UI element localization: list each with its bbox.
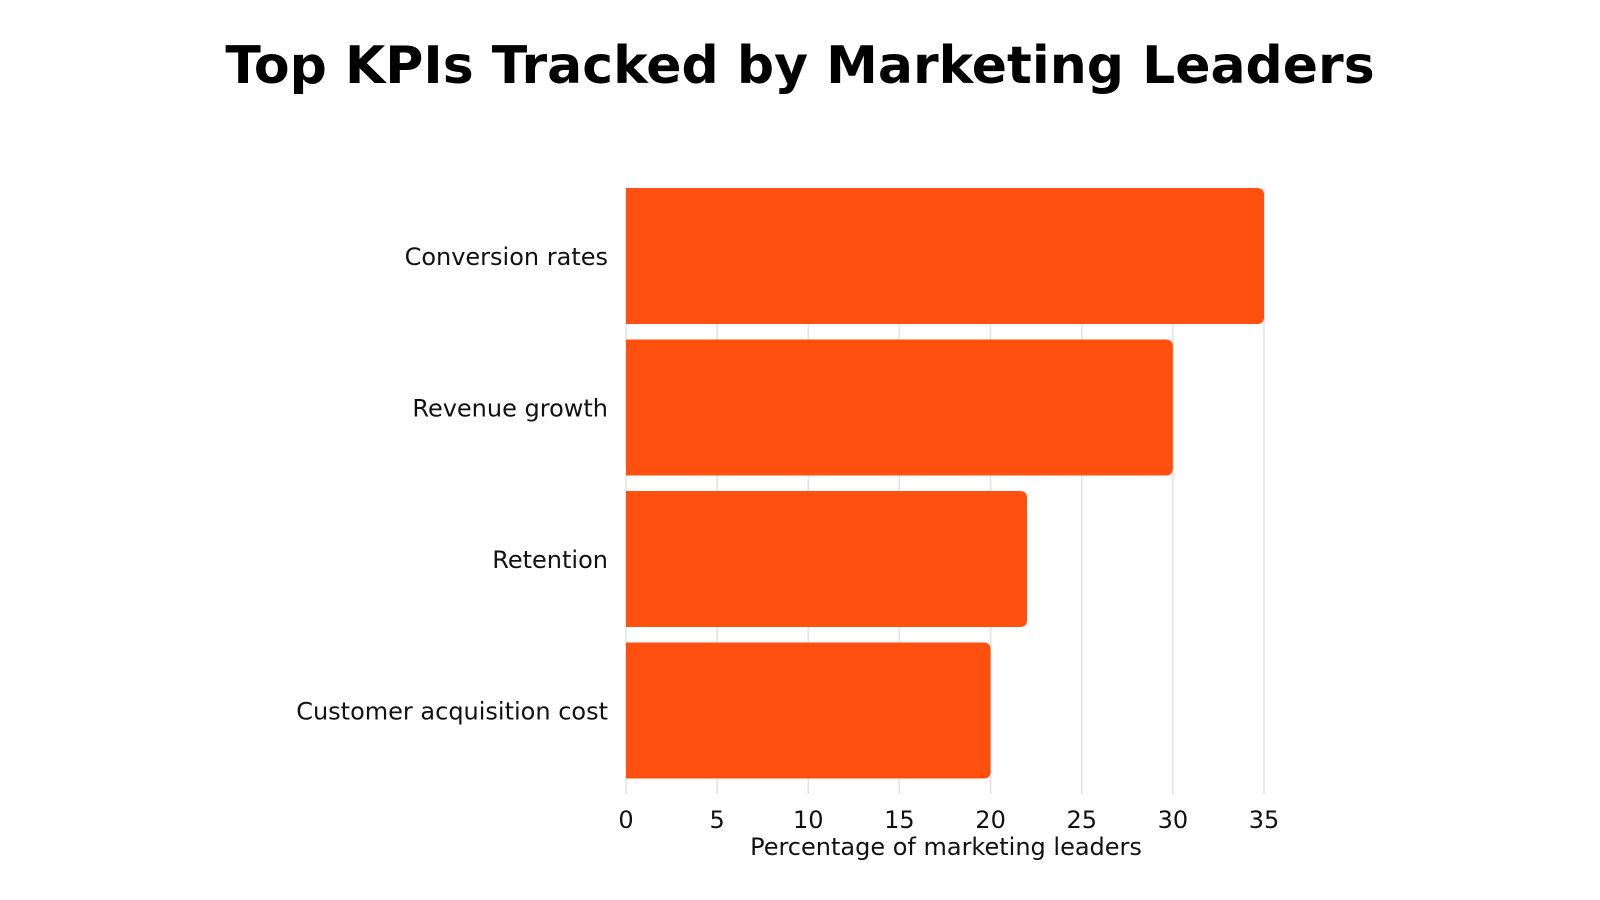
bar	[626, 642, 991, 779]
category-label: Revenue growth	[412, 395, 608, 423]
x-tick-label: 5	[710, 806, 725, 834]
x-tick-label: 25	[1066, 806, 1097, 834]
x-axis-label: Percentage of marketing leaders	[750, 833, 1142, 861]
bar	[626, 188, 1264, 324]
bars	[626, 188, 1264, 779]
x-tick-label: 20	[975, 806, 1006, 834]
category-label: Customer acquisition cost	[296, 698, 608, 726]
x-tick-labels: 0 5 10 15 20 25 30 35	[618, 806, 1279, 834]
category-label: Retention	[492, 546, 608, 574]
bar	[626, 491, 1028, 627]
category-labels: Conversion rates Revenue growth Retention C…	[296, 243, 608, 726]
x-tick-label: 15	[884, 806, 915, 834]
x-tick-label: 0	[618, 806, 633, 834]
bar	[626, 339, 1173, 476]
x-tick-label: 30	[1158, 806, 1189, 834]
chart-title: Top KPIs Tracked by Marketing Leaders	[225, 36, 1375, 96]
x-tick-label: 10	[793, 806, 824, 834]
x-tick-label: 35	[1249, 806, 1280, 834]
category-label: Conversion rates	[405, 243, 608, 271]
